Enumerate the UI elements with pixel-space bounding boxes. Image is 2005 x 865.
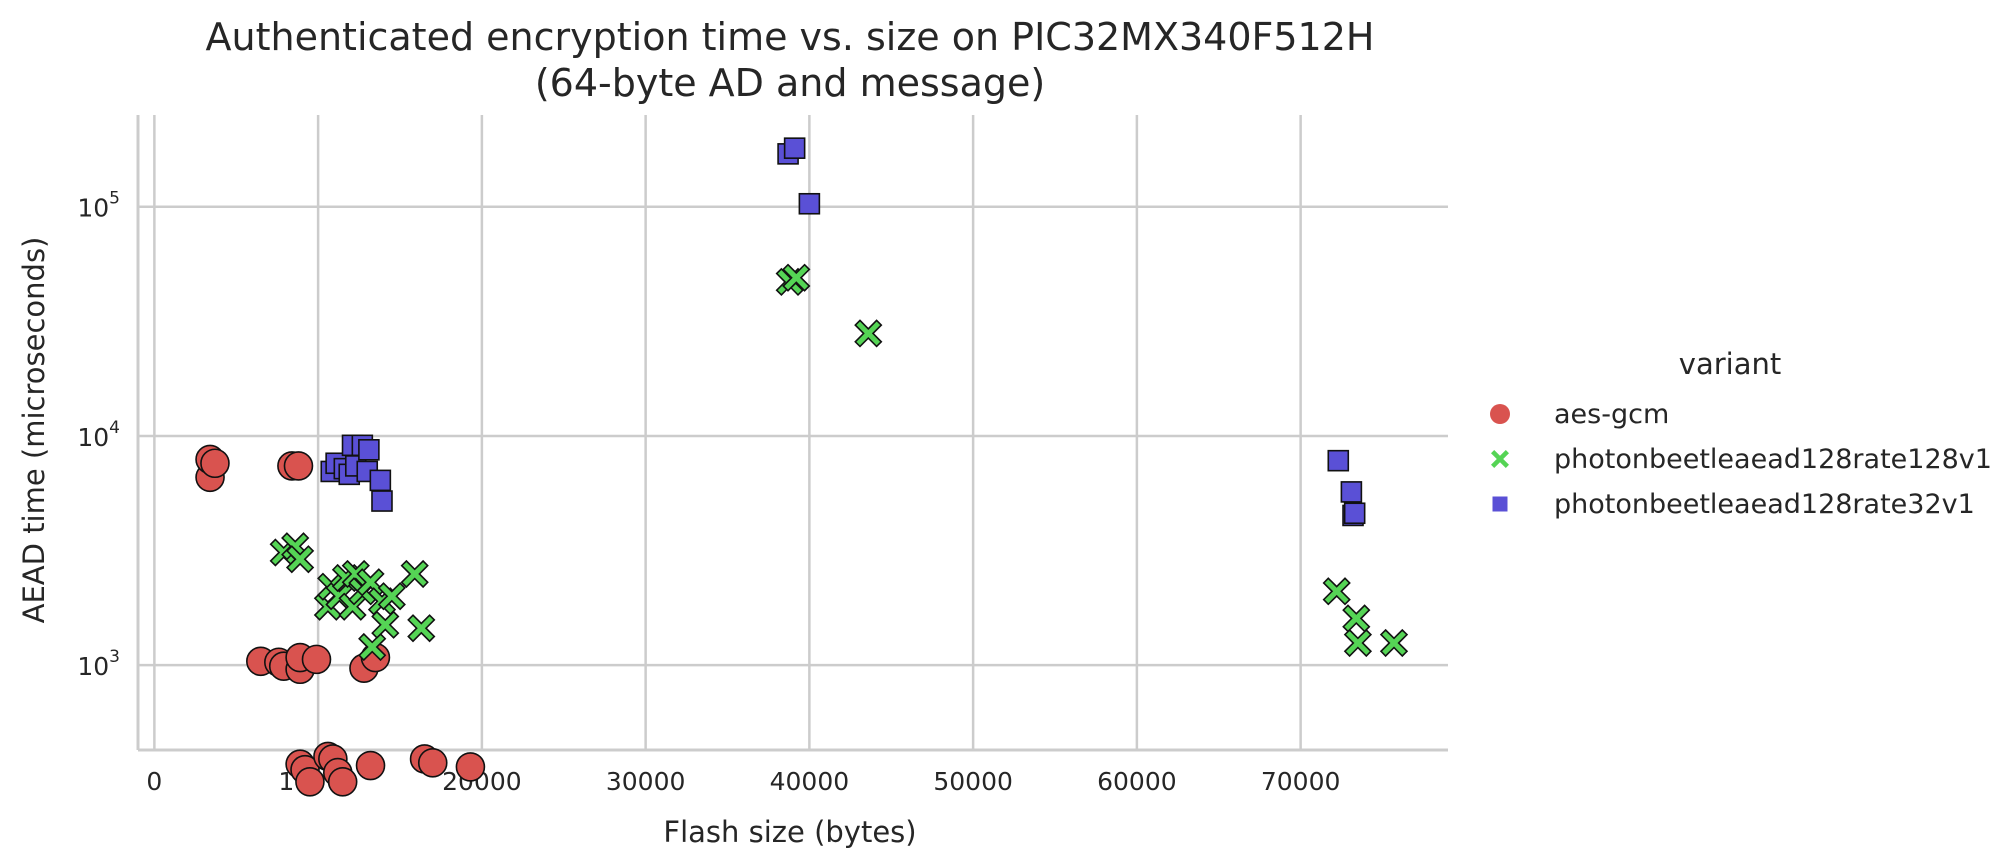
- x-tick-label: 40000: [770, 767, 850, 796]
- x-tick-label: 50000: [933, 767, 1013, 796]
- y-tick-label: 104: [77, 418, 120, 452]
- data-point: [400, 559, 429, 589]
- y-tick-label: 105: [77, 189, 120, 223]
- data-point: [1343, 628, 1373, 658]
- data-point: [417, 748, 448, 778]
- data-point: [355, 750, 386, 781]
- data-point: [327, 766, 358, 797]
- legend-label: aes-gcm: [1554, 399, 1669, 430]
- x-axis-label: Flash size (bytes): [663, 815, 916, 849]
- data-point: [371, 610, 400, 639]
- legend-title: variant: [1679, 347, 1781, 381]
- x-tick-label: 60000: [1097, 767, 1177, 796]
- data-point: [407, 614, 436, 643]
- data-point: [798, 192, 821, 215]
- legend: variant aes-gcm photonbeetleaead128rate12…: [1490, 347, 1992, 520]
- y-axis-label: AEAD time (microseconds): [17, 237, 51, 624]
- y-tick-label: 103: [77, 647, 120, 681]
- data-point: [782, 263, 811, 292]
- data-point: [455, 752, 486, 782]
- series-1: [269, 263, 1409, 662]
- data-point: [1342, 604, 1371, 633]
- data-point: [301, 644, 332, 675]
- chart-subtitle: (64-byte AD and message): [535, 61, 1045, 105]
- data-points: [195, 137, 1409, 797]
- data-point: [1340, 481, 1363, 503]
- grid: [138, 115, 1448, 750]
- data-point: [377, 582, 406, 611]
- data-point: [1322, 577, 1351, 606]
- legend-marker: [1490, 404, 1510, 424]
- data-point: [1343, 502, 1366, 525]
- data-point: [295, 766, 325, 797]
- legend-marker: [1492, 496, 1508, 512]
- data-point: [285, 545, 315, 574]
- y-axis-ticks: 103 104 105: [77, 189, 120, 681]
- series-0: [195, 444, 486, 797]
- data-point: [200, 448, 230, 479]
- data-point: [358, 439, 380, 461]
- legend-marker: [1491, 450, 1509, 468]
- data-point: [283, 451, 314, 481]
- data-point: [369, 469, 392, 492]
- legend-label: photonbeetleaead128rate128v1: [1554, 444, 1992, 475]
- data-point: [1327, 449, 1350, 472]
- data-point: [854, 319, 883, 348]
- data-point: [1379, 628, 1409, 658]
- data-point: [371, 490, 393, 512]
- legend-label: photonbeetleaead128rate32v1: [1554, 489, 1975, 520]
- data-point: [783, 137, 806, 159]
- x-tick-label: 70000: [1261, 767, 1341, 796]
- x-tick-label: 30000: [606, 767, 686, 796]
- chart-title: Authenticated encryption time vs. size o…: [206, 15, 1375, 59]
- axes-spines: [136, 115, 1448, 752]
- series-2: [320, 137, 1366, 527]
- x-tick-label: 0: [146, 767, 162, 796]
